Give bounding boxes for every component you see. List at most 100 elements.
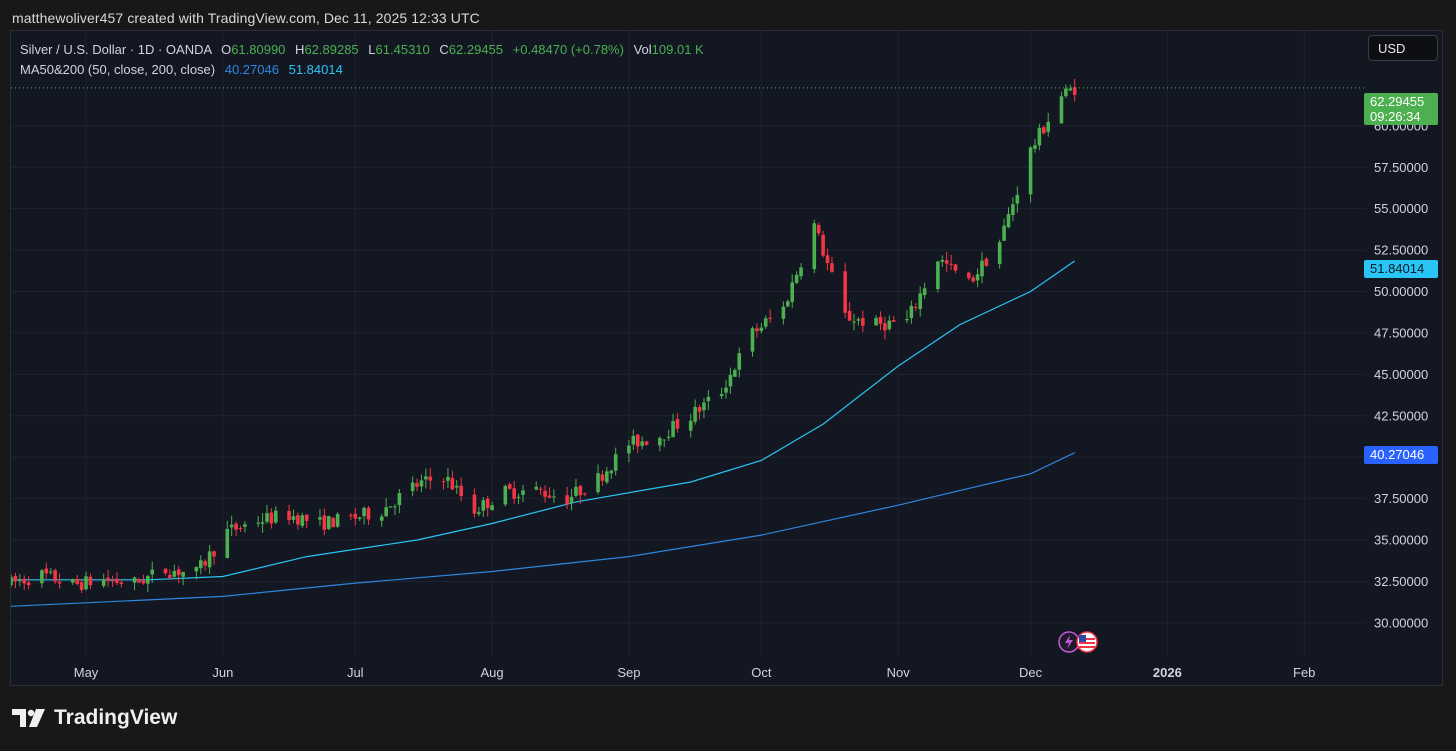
candle-body <box>843 271 847 313</box>
chart-caption: matthewoliver457 created with TradingVie… <box>12 10 480 26</box>
candle-body <box>141 580 146 584</box>
candle-body <box>552 496 556 498</box>
candle-body <box>150 569 155 575</box>
candle-body <box>1068 88 1073 91</box>
candle-body <box>971 277 975 282</box>
chart-panel[interactable]: 30.0000032.5000035.0000037.5000040.00000… <box>10 30 1443 686</box>
candle-body <box>794 274 799 283</box>
candle-body <box>631 435 636 445</box>
candle-body <box>256 522 260 524</box>
candle-body <box>1072 87 1077 95</box>
candle-body <box>79 582 84 590</box>
candle-body <box>13 575 18 582</box>
ma-indicator-label[interactable]: MA50&200 (50, close, 200, close) <box>20 62 216 77</box>
candle-body <box>666 436 671 438</box>
candle-body <box>759 327 764 332</box>
candle-body <box>949 263 953 265</box>
candle-body <box>825 255 830 264</box>
ma-row: MA50&200 (50, close, 200, close) 40.2704… <box>20 60 710 80</box>
candle-body <box>291 516 296 520</box>
candle-body <box>733 370 737 377</box>
price-chart[interactable]: 30.0000032.5000035.0000037.5000040.00000… <box>11 31 1443 686</box>
y-tick-label: 42.50000 <box>1374 408 1428 423</box>
candle-body <box>1028 147 1033 195</box>
candle-body <box>379 516 384 521</box>
symbol-label[interactable]: Silver / U.S. Dollar · 1D · OANDA <box>20 42 212 57</box>
candle-body <box>1064 88 1068 97</box>
y-tick-label: 47.50000 <box>1374 325 1428 340</box>
close-label: C <box>439 42 449 57</box>
lightning-event-icon[interactable] <box>1058 631 1080 653</box>
candle-body <box>755 328 759 332</box>
candle-body <box>163 568 168 574</box>
candle-body <box>300 515 305 526</box>
candle-body <box>799 267 803 277</box>
candle-body <box>856 319 861 321</box>
candle-body <box>349 515 353 517</box>
y-tick-label: 52.50000 <box>1374 243 1428 258</box>
candle-body <box>538 488 543 490</box>
candle-body <box>516 496 521 498</box>
ma200-value: 40.27046 <box>224 62 279 77</box>
candle-body <box>821 234 825 256</box>
candle-body <box>852 321 856 323</box>
candle-body <box>512 488 516 499</box>
candle-body <box>675 419 680 429</box>
low-label: L <box>368 42 376 57</box>
candle-body <box>565 495 569 505</box>
y-tick-label: 50.00000 <box>1374 284 1428 299</box>
x-tick-label: Oct <box>751 665 772 680</box>
event-markers[interactable] <box>1057 629 1109 655</box>
candle-body <box>702 402 706 411</box>
candle-body <box>1015 194 1020 204</box>
candle-body <box>997 242 1002 264</box>
open-label: O <box>221 42 232 57</box>
x-tick-label: Dec <box>1019 665 1043 680</box>
candle-body <box>918 293 923 310</box>
candle-body <box>362 507 366 517</box>
candle-body <box>861 318 865 326</box>
candle-body <box>424 476 428 480</box>
candle-body <box>891 320 896 322</box>
candle-body <box>521 490 525 495</box>
candle-body <box>459 485 463 497</box>
candle-body <box>640 441 644 446</box>
candle-body <box>750 328 755 352</box>
candle-body <box>353 513 358 519</box>
candle-body <box>357 517 362 519</box>
us-flag-event-icon[interactable] <box>1076 631 1098 653</box>
candle-body <box>366 507 371 520</box>
candle-body <box>830 263 834 272</box>
change-value: +0.48470 (+0.78%) <box>512 42 624 57</box>
candle-body <box>1002 225 1006 241</box>
candle-body <box>1033 145 1037 149</box>
x-tick-label: May <box>74 665 99 680</box>
candle-body <box>57 581 62 584</box>
candle-body <box>485 498 490 509</box>
x-tick-label: Sep <box>617 665 640 680</box>
candle-body <box>980 260 984 277</box>
candle-body <box>106 577 110 581</box>
candle-body <box>454 485 459 488</box>
currency-button[interactable]: USD <box>1368 35 1438 61</box>
candle-body <box>966 272 971 279</box>
bar-countdown: 09:26:34 <box>1370 109 1421 124</box>
tradingview-brand[interactable]: TradingView <box>12 706 177 730</box>
candle-body <box>728 374 733 387</box>
candle-body <box>446 476 450 481</box>
candle-body <box>914 307 918 309</box>
low-value: 61.45310 <box>375 42 430 57</box>
candle-body <box>790 282 795 302</box>
close-value: 62.29455 <box>448 42 504 57</box>
candle-body <box>503 486 508 505</box>
y-tick-label: 55.00000 <box>1374 201 1428 216</box>
candle-body <box>940 259 945 262</box>
candle-body <box>304 514 309 521</box>
ma50-line <box>11 260 1076 581</box>
candle-body <box>812 223 817 270</box>
high-value: 62.89285 <box>304 42 359 57</box>
x-tick-label: Jun <box>212 665 233 680</box>
candle-body <box>48 571 53 573</box>
candle-body <box>119 582 124 584</box>
candle-body <box>265 513 269 522</box>
